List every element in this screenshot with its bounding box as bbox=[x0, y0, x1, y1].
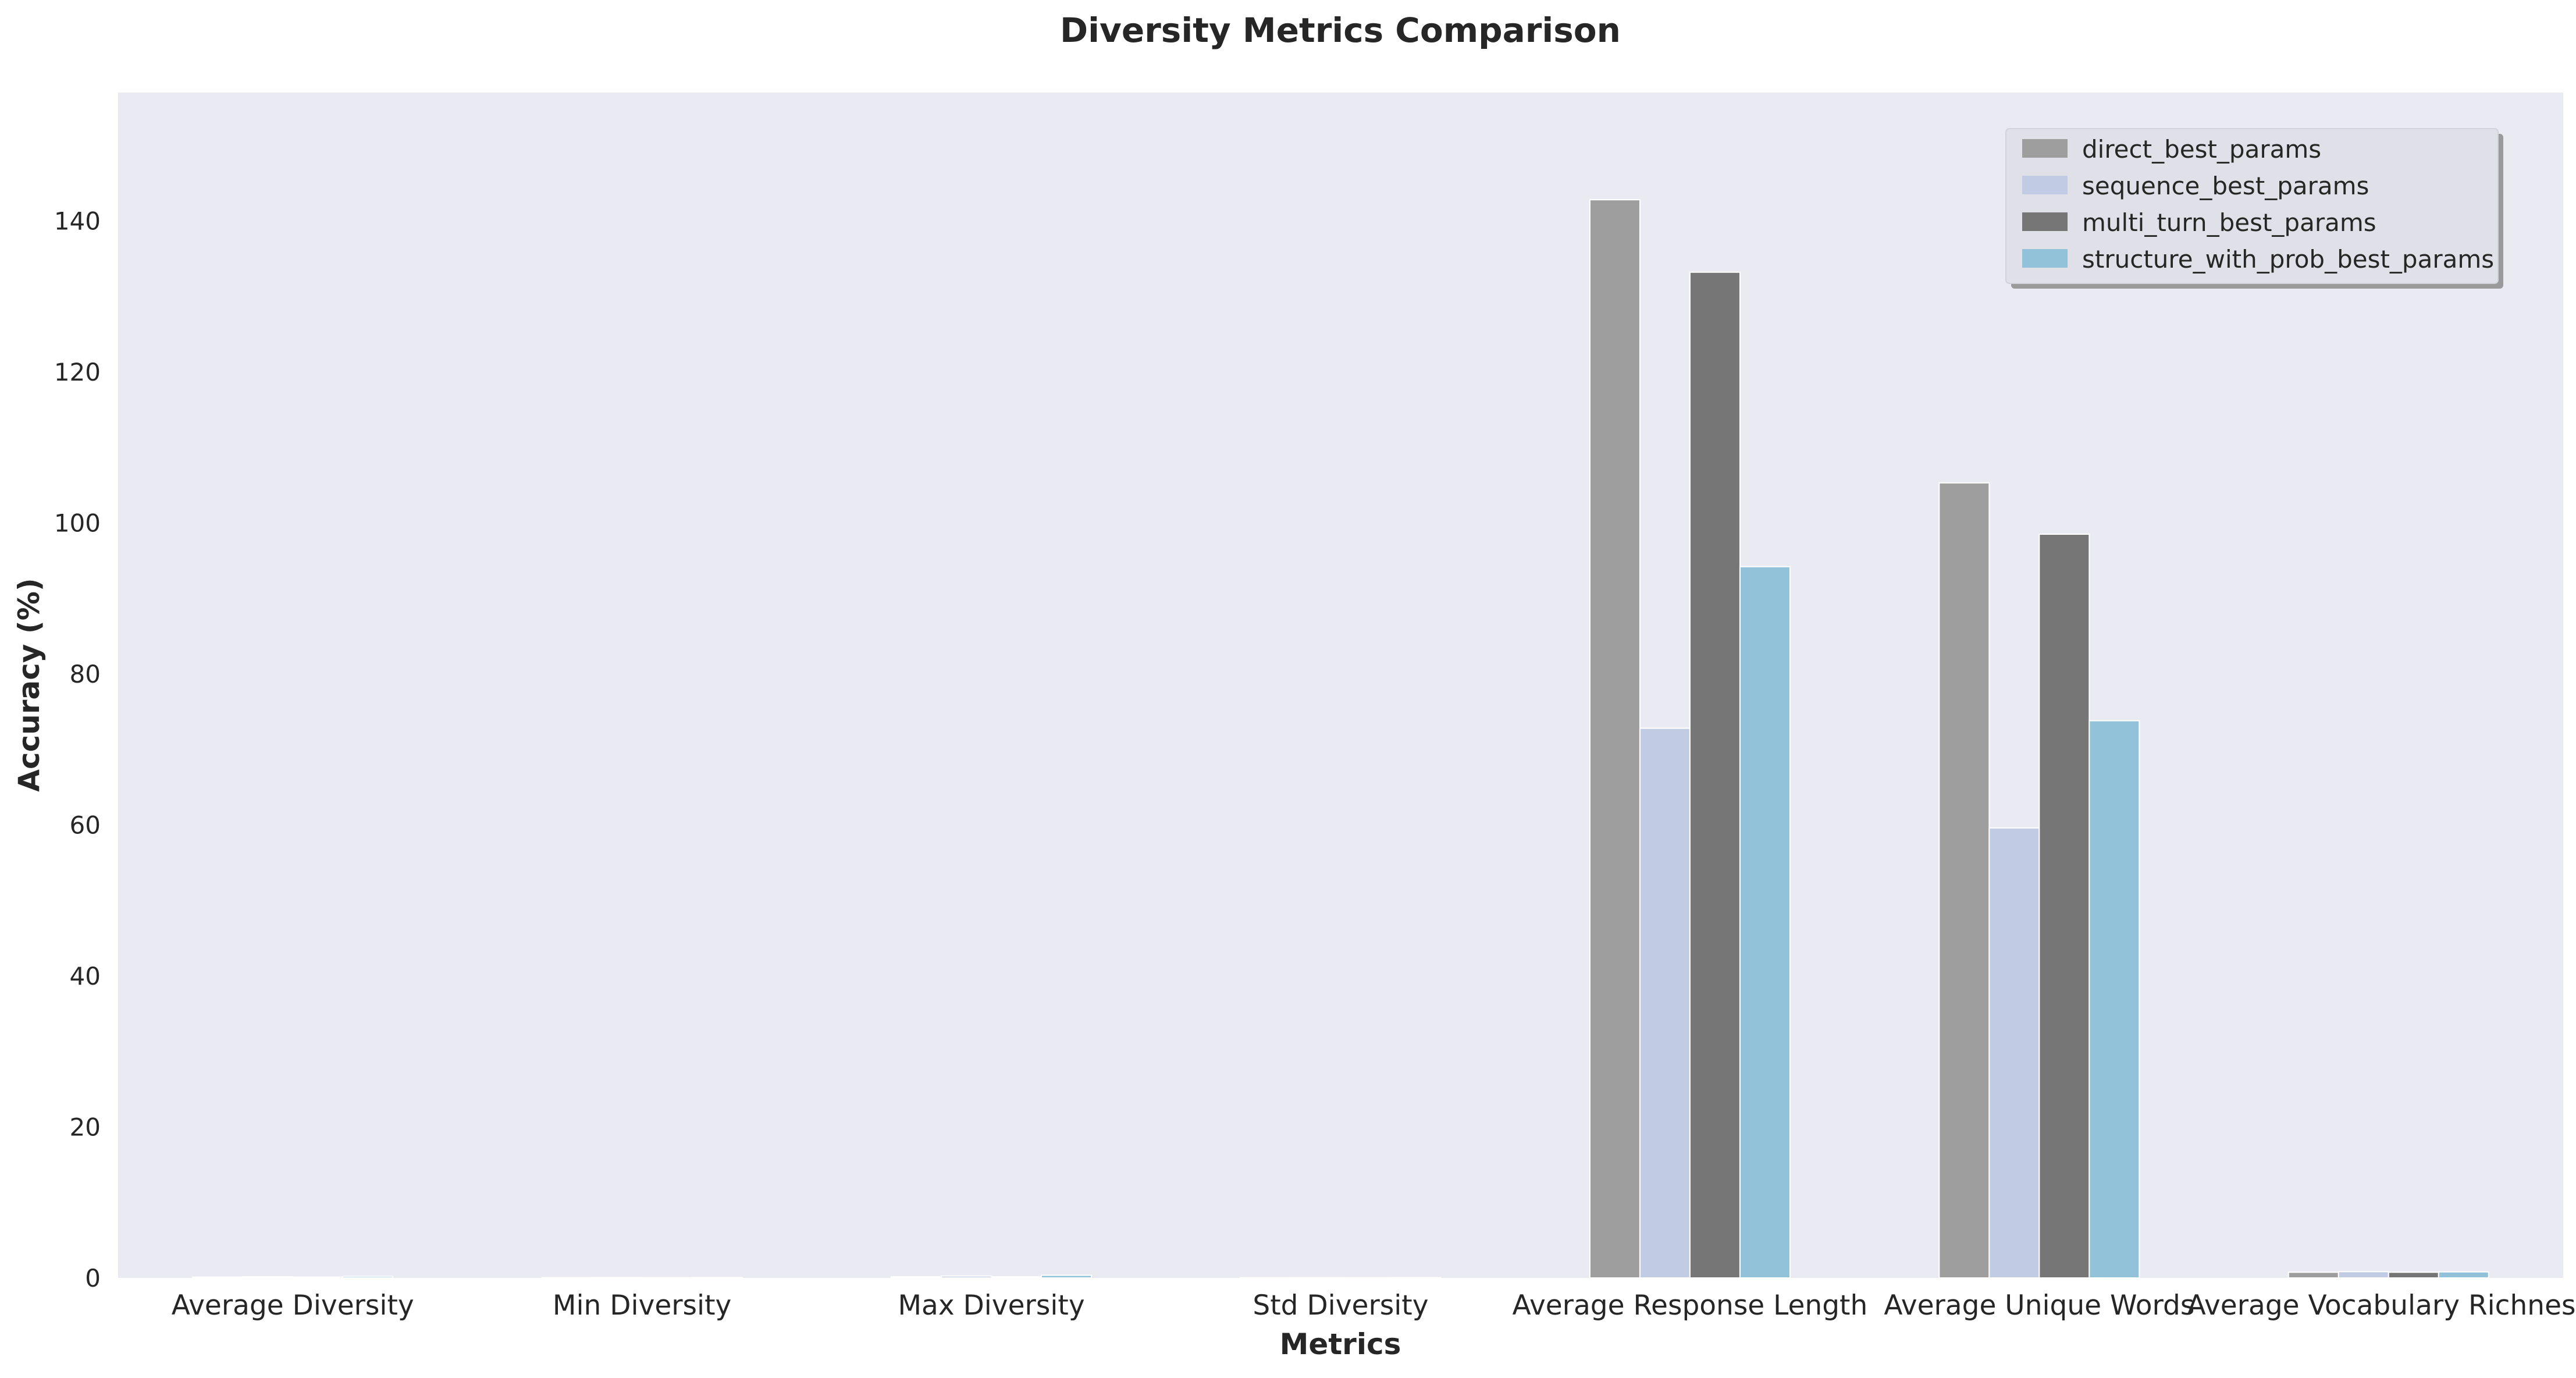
y-tick-label-4: 80 bbox=[70, 660, 101, 688]
bar-direct_best_params-2 bbox=[891, 1277, 941, 1278]
x-tick-label-2: Max Diversity bbox=[898, 1290, 1084, 1322]
legend-swatch-multi_turn_best_params bbox=[2022, 212, 2068, 231]
bar-direct_best_params-5 bbox=[1939, 483, 1989, 1278]
bar-sequence_best_params-0 bbox=[243, 1277, 293, 1278]
bar-structure_with_prob_best_params-5 bbox=[2089, 720, 2139, 1278]
x-tick-label-5: Average Unique Words bbox=[1884, 1290, 2194, 1322]
bar-direct_best_params-6 bbox=[2289, 1272, 2339, 1278]
bar-direct_best_params-0 bbox=[193, 1277, 243, 1278]
x-tick-label-0: Average Diversity bbox=[172, 1290, 414, 1322]
legend-swatch-sequence_best_params bbox=[2022, 176, 2068, 194]
chart-title: Diversity Metrics Comparison bbox=[1060, 10, 1621, 50]
y-tick-label-2: 40 bbox=[70, 962, 101, 990]
legend-label-structure_with_prob_best_params: structure_with_prob_best_params bbox=[2082, 245, 2494, 274]
legend-label-sequence_best_params: sequence_best_params bbox=[2082, 172, 2369, 200]
bar-sequence_best_params-4 bbox=[1640, 728, 1690, 1278]
x-axis: Average Diversity Min Diversity Max Divers… bbox=[172, 1290, 2576, 1322]
bar-sequence_best_params-6 bbox=[2339, 1272, 2389, 1278]
y-axis: 0 20 40 60 80 100 120 140 bbox=[54, 207, 101, 1292]
bar-multi_turn_best_params-0 bbox=[293, 1277, 343, 1278]
y-axis-label: Accuracy (%) bbox=[12, 578, 46, 791]
bar-structure_with_prob_best_params-3 bbox=[1391, 1277, 1441, 1278]
legend-label-direct_best_params: direct_best_params bbox=[2082, 135, 2321, 164]
y-tick-label-5: 100 bbox=[54, 509, 101, 538]
bar-sequence_best_params-5 bbox=[1989, 828, 2039, 1278]
legend-swatch-direct_best_params bbox=[2022, 139, 2068, 158]
bar-structure_with_prob_best_params-2 bbox=[1041, 1275, 1091, 1278]
bar-sequence_best_params-2 bbox=[941, 1276, 991, 1278]
bar-structure_with_prob_best_params-6 bbox=[2439, 1272, 2489, 1278]
x-tick-label-1: Min Diversity bbox=[553, 1290, 731, 1322]
bar-multi_turn_best_params-2 bbox=[991, 1277, 1041, 1278]
bar-multi_turn_best_params-4 bbox=[1690, 272, 1740, 1278]
bar-direct_best_params-4 bbox=[1590, 200, 1640, 1278]
bar-multi_turn_best_params-5 bbox=[2039, 534, 2089, 1278]
y-tick-label-0: 0 bbox=[85, 1264, 101, 1292]
y-tick-label-7: 140 bbox=[54, 207, 101, 236]
x-tick-label-4: Average Response Length bbox=[1513, 1290, 1868, 1322]
legend: direct_best_params sequence_best_paramsmu… bbox=[2006, 129, 2503, 289]
y-tick-label-6: 120 bbox=[54, 358, 101, 386]
bar-structure_with_prob_best_params-4 bbox=[1740, 567, 1790, 1278]
legend-swatch-structure_with_prob_best_params bbox=[2022, 249, 2068, 268]
bar-structure_with_prob_best_params-0 bbox=[343, 1276, 393, 1278]
x-axis-label: Metrics bbox=[1280, 1327, 1401, 1361]
bar-sequence_best_params-1 bbox=[592, 1277, 642, 1278]
y-tick-label-1: 20 bbox=[70, 1113, 101, 1142]
x-tick-label-6: Average Vocabulary Richness bbox=[2187, 1290, 2576, 1322]
y-tick-label-3: 60 bbox=[70, 811, 101, 840]
bar-structure_with_prob_best_params-1 bbox=[692, 1277, 742, 1278]
x-tick-label-3: Std Diversity bbox=[1253, 1290, 1428, 1322]
bar-multi_turn_best_params-6 bbox=[2389, 1272, 2439, 1278]
legend-label-multi_turn_best_params: multi_turn_best_params bbox=[2082, 208, 2376, 237]
